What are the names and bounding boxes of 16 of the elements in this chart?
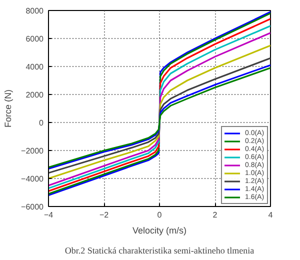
y-tick-label: 2000 <box>26 90 44 100</box>
x-tick-label: −4 <box>44 210 54 220</box>
y-tick-label: −6000 <box>21 202 44 212</box>
y-tick-label: 0 <box>39 118 44 128</box>
y-tick-label: −2000 <box>21 146 44 156</box>
y-tick-label: 8000 <box>26 6 44 16</box>
x-tick-label: 4 <box>268 210 274 220</box>
x-tick-label: 0 <box>157 210 162 220</box>
y-tick-label: 4000 <box>26 62 44 72</box>
x-tick-label: −2 <box>99 210 110 220</box>
y-tick-label: 6000 <box>26 34 44 44</box>
y-tick-label: −4000 <box>21 174 44 184</box>
x-tick-label: 2 <box>212 210 218 220</box>
text: Obr.2 Statická charakteristika semi-aktineho tlmenia <box>64 246 254 256</box>
y-axis-title: Force (N) <box>3 89 14 128</box>
x-axis-title: Velocity (m/s) <box>132 226 187 236</box>
